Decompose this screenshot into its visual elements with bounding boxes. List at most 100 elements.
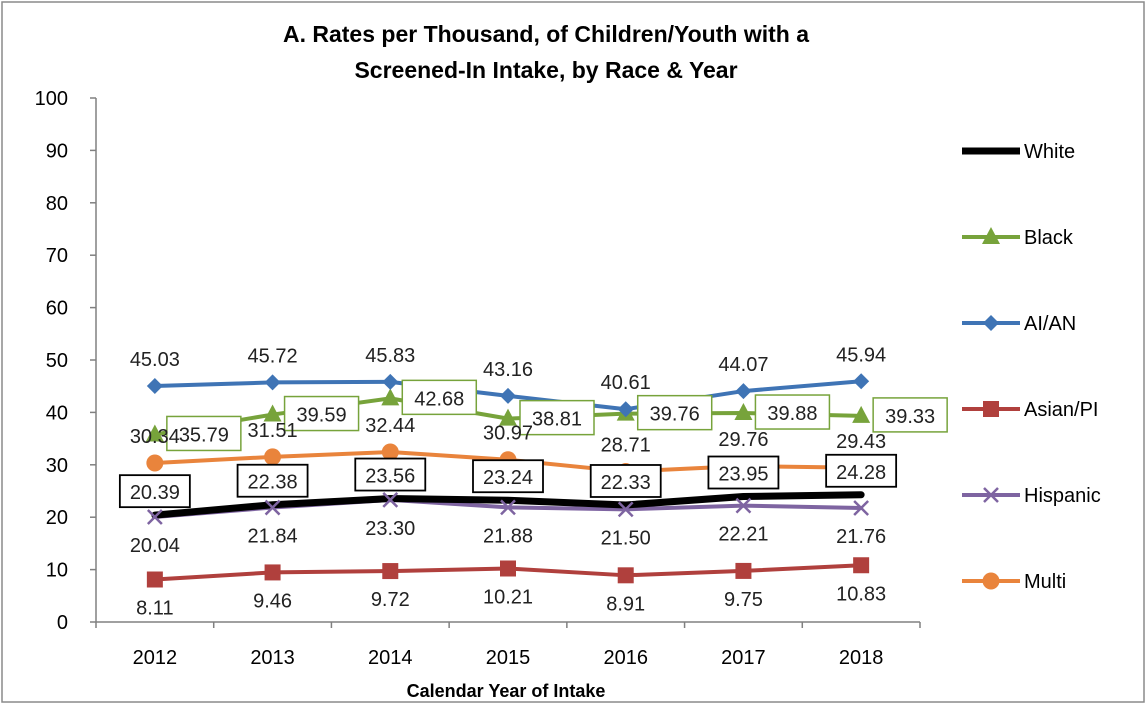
point-asian-pi xyxy=(500,560,516,577)
data-label-box-white xyxy=(118,474,191,509)
point-multi xyxy=(146,454,164,472)
data-label-white: 23.24 xyxy=(483,467,533,489)
data-label-box-black xyxy=(283,395,360,432)
y-tick-label: 60 xyxy=(46,298,68,320)
data-label-asian-pi: 9.75 xyxy=(724,589,763,611)
point-ai-an xyxy=(735,383,752,400)
data-label-multi: 30.97 xyxy=(483,423,533,445)
data-label-multi: 29.43 xyxy=(836,431,886,453)
axes: 0 10 20 30 40 50 60 70 80 90 100 2012 2013 2014 2015 20… xyxy=(35,88,921,669)
data-label-box-black xyxy=(519,399,595,436)
point-ai-an xyxy=(500,387,516,404)
y-tick-label: 40 xyxy=(46,402,68,424)
legend-label-multi: Multi xyxy=(1024,571,1066,593)
data-label-box-black xyxy=(754,394,831,430)
data-label-white: 22.33 xyxy=(601,472,651,494)
y-tick-label: 50 xyxy=(46,350,68,372)
data-label-white: 23.56 xyxy=(365,466,415,488)
data-label-box-white xyxy=(354,457,427,492)
x-tick-label: 2014 xyxy=(368,647,413,669)
data-label-box-black xyxy=(166,415,242,452)
point-black xyxy=(734,403,753,421)
data-label-hispanic: 20.04 xyxy=(130,535,180,557)
data-label-white: 20.39 xyxy=(130,482,180,504)
point-hispanic xyxy=(617,501,634,518)
point-black xyxy=(381,388,400,406)
data-label-black: 38.81 xyxy=(532,409,582,431)
point-black xyxy=(263,404,282,422)
legend-marker-multi xyxy=(982,572,1000,590)
data-label-black: 42.68 xyxy=(414,388,464,410)
point-hispanic xyxy=(382,492,399,508)
data-label-box-white xyxy=(236,463,309,498)
data-label-box-white xyxy=(825,453,898,488)
data-label-asian-pi: 9.46 xyxy=(253,590,292,612)
x-axis-title: Calendar Year of Intake xyxy=(407,681,606,701)
data-label-hispanic: 21.88 xyxy=(483,525,533,547)
data-label-box-white xyxy=(589,464,662,498)
point-asian-pi xyxy=(853,557,870,574)
data-label-asian-pi: 10.21 xyxy=(483,586,533,608)
data-label-white: 23.95 xyxy=(718,464,768,486)
data-label-white: 22.38 xyxy=(248,472,298,494)
point-asian-pi xyxy=(264,564,281,581)
legend-label-asian-pi: Asian/PI xyxy=(1024,399,1098,421)
y-tick-label: 70 xyxy=(46,245,68,267)
data-label-box-white xyxy=(707,455,780,490)
legend-label-hispanic: Hispanic xyxy=(1024,485,1101,507)
point-hispanic xyxy=(146,509,163,525)
data-label-ai-an: 45.72 xyxy=(248,345,298,367)
data-label-white: 24.28 xyxy=(836,462,886,484)
point-hispanic xyxy=(500,499,516,516)
legend: White Black AI/AN Asian/PI Hispanic Multi xyxy=(962,141,1101,593)
y-tick-label: 30 xyxy=(46,455,68,477)
data-label-hispanic: 22.21 xyxy=(718,524,768,546)
data-label-hispanic: 23.30 xyxy=(365,518,415,540)
data-label-black: 35.79 xyxy=(179,424,229,446)
point-ai-an xyxy=(146,378,163,395)
data-label-asian-pi: 8.11 xyxy=(136,598,173,620)
point-asian-pi xyxy=(617,567,634,584)
data-label-asian-pi: 10.83 xyxy=(836,583,886,605)
point-hispanic xyxy=(735,497,752,514)
y-tick-label: 0 xyxy=(57,612,68,634)
x-tick-label: 2015 xyxy=(486,647,531,669)
point-asian-pi xyxy=(146,571,163,588)
y-tick-label: 90 xyxy=(46,140,68,162)
data-label-multi: 29.76 xyxy=(718,429,768,451)
point-ai-an xyxy=(382,373,399,390)
point-ai-an xyxy=(617,401,634,418)
data-label-hispanic: 21.84 xyxy=(248,526,298,548)
data-label-box-white xyxy=(472,459,544,494)
data-label-box-black xyxy=(401,379,478,416)
data-label-multi: 31.51 xyxy=(248,420,298,442)
x-tick-label: 2013 xyxy=(250,647,295,669)
x-tick-label: 2012 xyxy=(133,647,178,669)
data-label-asian-pi: 9.72 xyxy=(371,589,410,611)
data-label-ai-an: 44.07 xyxy=(718,354,768,376)
point-black xyxy=(499,408,517,426)
data-label-ai-an: 43.16 xyxy=(483,359,533,381)
legend-label-ai-an: AI/AN xyxy=(1024,313,1076,335)
data-label-multi: 28.71 xyxy=(601,435,651,457)
data-label-black: 39.76 xyxy=(650,404,700,426)
x-tick-label: 2018 xyxy=(839,647,884,669)
data-label-box-black xyxy=(636,394,713,431)
chart-title-line2: Screened-In Intake, by Race & Year xyxy=(354,57,737,83)
data-labels: 20.39 22.38 23.56 23.24 22.33 23.95 24.28 35.79… xyxy=(118,344,948,620)
data-label-black: 39.88 xyxy=(767,403,817,425)
data-label-ai-an: 45.83 xyxy=(365,345,415,367)
legend-label-white: White xyxy=(1024,141,1075,163)
y-tick-label: 80 xyxy=(46,193,68,215)
data-label-hispanic: 21.50 xyxy=(601,527,651,549)
data-label-ai-an: 45.94 xyxy=(836,344,886,366)
data-label-multi: 30.34 xyxy=(130,426,180,448)
point-hispanic xyxy=(264,499,281,516)
data-label-asian-pi: 8.91 xyxy=(606,593,645,615)
point-asian-pi xyxy=(735,562,752,579)
point-multi xyxy=(381,443,399,461)
point-black xyxy=(145,424,164,442)
y-tick-label: 10 xyxy=(46,560,68,582)
